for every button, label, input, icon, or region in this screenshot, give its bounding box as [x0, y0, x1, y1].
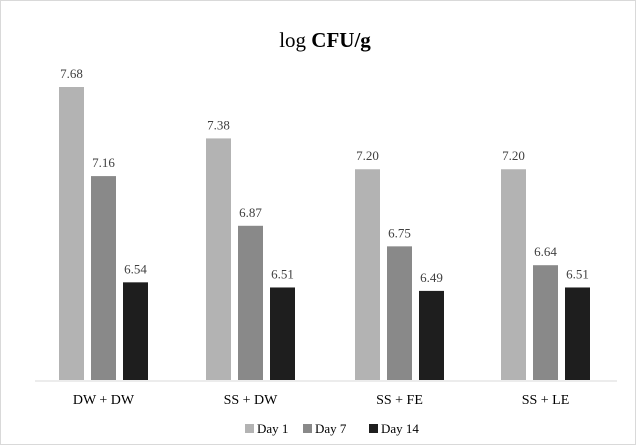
legend-label-2: Day 7 — [315, 421, 347, 436]
value-labels-layer: 7.68 7.16 6.54 7.38 6.87 6.51 7.20 6.75 6.49 7.20… — [60, 66, 589, 285]
data-label-3-series-3: 6.49 — [420, 270, 443, 285]
data-label-2-series-3: 6.51 — [271, 266, 294, 281]
chart-title: log CFU/g — [279, 28, 371, 52]
bar-2-series-1 — [206, 138, 231, 380]
data-label-2-series-2: 6.87 — [239, 205, 262, 220]
data-label-4-series-2: 6.64 — [534, 244, 557, 259]
legend-swatch-3 — [369, 424, 378, 433]
category-label-2: SS + DW — [224, 393, 279, 408]
bar-2-series-2 — [238, 225, 263, 380]
category-label-4: SS + LE — [522, 393, 570, 408]
legend-label-3: Day 14 — [381, 421, 419, 436]
category-label-1: DW + DW — [73, 393, 135, 408]
data-label-1-series-3: 6.54 — [124, 261, 147, 276]
bar-4-series-1 — [501, 169, 526, 380]
data-label-4-series-3: 6.51 — [566, 266, 589, 281]
chart-title-unit: CFU/g — [311, 28, 371, 52]
bar-3-series-2 — [387, 246, 412, 380]
data-label-2-series-1: 7.38 — [207, 117, 230, 132]
legend-swatch-2 — [303, 424, 312, 433]
bar-1-series-2 — [91, 176, 116, 380]
data-label-4-series-1: 7.20 — [502, 148, 525, 163]
bars-layer — [59, 87, 590, 380]
chart-title-prefix: log — [279, 28, 311, 52]
bar-1-series-3 — [123, 282, 148, 380]
legend-swatch-1 — [245, 424, 254, 433]
bar-3-series-1 — [355, 169, 380, 380]
bar-4-series-2 — [533, 265, 558, 380]
legend: Day 1 Day 7 Day 14 — [245, 421, 419, 436]
bar-4-series-3 — [565, 287, 590, 380]
bar-2-series-3 — [270, 287, 295, 380]
data-label-1-series-2: 7.16 — [92, 155, 115, 170]
data-label-3-series-2: 6.75 — [388, 225, 411, 240]
category-labels-layer: DW + DW SS + DW SS + FE SS + LE — [73, 393, 569, 408]
data-label-1-series-1: 7.68 — [60, 66, 83, 81]
legend-label-1: Day 1 — [257, 421, 288, 436]
data-label-3-series-1: 7.20 — [356, 148, 379, 163]
category-label-3: SS + FE — [376, 393, 423, 408]
bar-3-series-3 — [419, 290, 444, 380]
bar-1-series-1 — [59, 87, 84, 380]
